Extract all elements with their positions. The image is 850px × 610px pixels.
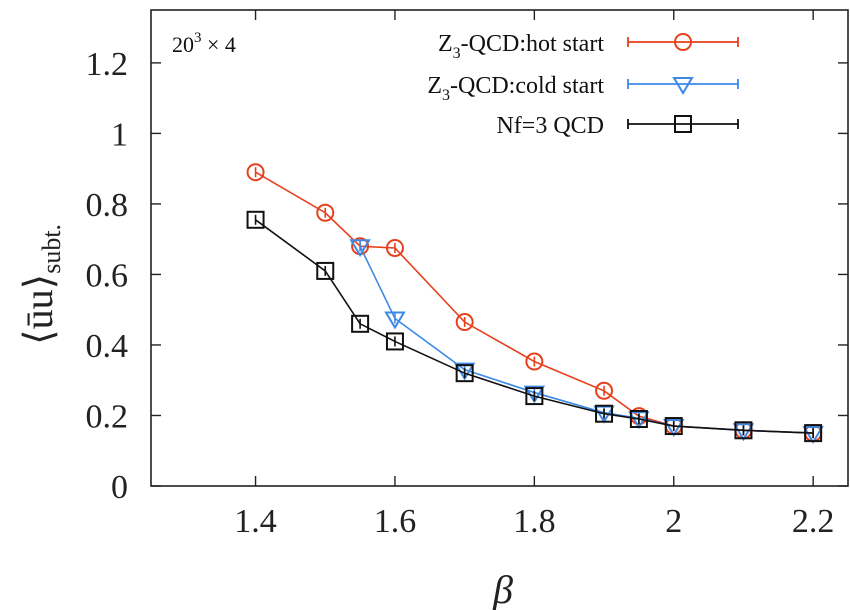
annotation-lattice-size: 203 × 4	[172, 30, 236, 57]
data-point	[525, 352, 544, 371]
y-axis-title: ⟨ūu⟩subt.	[16, 224, 66, 345]
y-tick-label: 1	[111, 116, 128, 153]
legend-entry: Z3-QCD:cold start	[427, 73, 739, 104]
data-point	[732, 423, 755, 442]
data-point	[246, 163, 265, 182]
x-tick-label: 1.8	[513, 503, 556, 540]
data-point	[672, 77, 694, 95]
x-tick-label: 1.4	[234, 503, 277, 540]
series-1	[349, 239, 824, 445]
axis-ticks: 1.4 1.6 1.8 2 2.2 0 0.2 0.4 0.6 0.8 1 1.2	[86, 10, 848, 540]
data-point	[455, 364, 474, 383]
data-point	[385, 332, 404, 351]
y-tick-label: 1.2	[86, 46, 129, 83]
series-layer	[246, 163, 824, 445]
data-point	[384, 311, 406, 330]
data-point	[804, 424, 823, 443]
y-tick-label: 0.4	[86, 328, 129, 365]
y-tick-label: 0.6	[86, 257, 129, 294]
x-tick-label: 2	[665, 503, 682, 540]
series-2	[246, 210, 823, 443]
legend: Z3-QCD:hot start Z3-QCD:cold start Nf=3 QC…	[427, 31, 739, 139]
data-point	[595, 404, 614, 423]
x-tick-label: 1.6	[374, 503, 417, 540]
data-point	[674, 115, 692, 133]
legend-entry: Nf=3 QCD	[496, 113, 739, 139]
data-point	[734, 421, 753, 440]
legend-label: Z3-QCD:hot start	[438, 31, 604, 62]
y-tick-label: 0	[111, 469, 128, 506]
data-point	[385, 239, 404, 257]
data-point	[662, 419, 685, 438]
data-point	[316, 261, 335, 280]
data-point	[595, 381, 614, 400]
data-point	[664, 417, 683, 436]
data-point	[246, 210, 265, 229]
x-axis-title: β	[492, 567, 513, 610]
legend-label: Nf=3 QCD	[496, 113, 604, 139]
y-tick-label: 0.8	[86, 187, 129, 224]
data-point	[349, 239, 371, 258]
legend-entry: Z3-QCD:hot start	[438, 31, 739, 62]
legend-label: Z3-QCD:cold start	[427, 73, 604, 104]
plot-frame	[150, 9, 849, 487]
series-line	[359, 245, 814, 434]
data-point	[351, 314, 370, 333]
data-point	[629, 410, 648, 429]
data-point	[525, 387, 544, 406]
data-point	[316, 203, 335, 222]
data-point	[674, 33, 692, 51]
data-point	[802, 426, 824, 445]
y-tick-label: 0.2	[86, 398, 129, 435]
data-point	[455, 313, 474, 332]
x-tick-label: 2.2	[792, 503, 835, 540]
